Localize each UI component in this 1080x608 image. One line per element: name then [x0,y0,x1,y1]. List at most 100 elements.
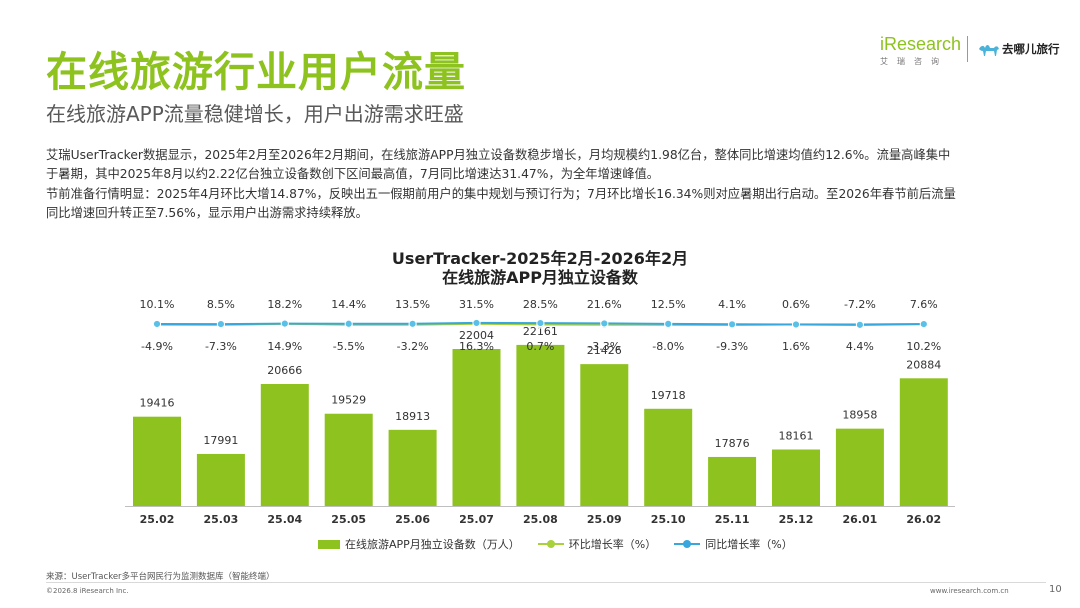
summary-paragraph-1-line-2: 于暑期，其中2025年8月以约2.22亿台独立设备数创下区间最高值，7月同比增速… [46,167,660,181]
x-tick-label-26.01: 26.01 [843,513,878,526]
yoy-label-25.12: 0.6% [782,298,810,311]
iresearch-logo: iResearch 艾瑞咨询 [880,34,962,72]
bar-value-label-25.11: 17876 [715,437,750,450]
yoy-label-25.04: 18.2% [267,298,302,311]
bar-value-label-25.05: 19529 [331,394,366,407]
yoy-label-25.11: 4.1% [718,298,746,311]
bar-25.03 [196,453,245,506]
yoy-label-25.06: 13.5% [395,298,430,311]
x-tick-label-25.04: 25.04 [267,513,302,526]
bar-25.08 [516,344,565,506]
logo-divider [967,36,968,62]
yoy-label-25.07: 31.5% [459,298,494,311]
summary-paragraph-2-line-2: 同比增速回升转正至7.56%，显示用户出游需求持续释放。 [46,206,368,220]
bar-25.06 [388,429,437,506]
summary-paragraph-1: 艾瑞UserTracker数据显示，2025年2月至2026年2月期间，在线旅游… [46,146,1046,184]
yoy-point-25.04 [280,319,289,328]
mom-label-25.04: 14.9% [267,340,302,353]
legend-label-mom: 环比增长率（%） [568,538,657,551]
x-tick-label-26.02: 26.02 [906,513,941,526]
copyright: ©2026.8 iResearch Inc. [46,587,129,595]
legend-label-yoy: 同比增长率（%） [705,538,793,551]
summary-paragraph-1-line-1: 艾瑞UserTracker数据显示，2025年2月至2026年2月期间，在线旅游… [46,148,951,162]
summary-paragraph-2: 节前准备行情明显：2025年4月环比大增14.87%，反映出五一假期前用户的集中… [46,185,1046,223]
yoy-point-25.05 [344,319,353,328]
website-link[interactable]: www.iresearch.com.cn [930,587,1009,595]
yoy-point-25.03 [216,319,225,329]
mom-label-25.11: -9.3% [716,340,748,353]
bar-25.12 [772,449,820,506]
bar-value-label-25.06: 18913 [395,410,430,423]
yoy-label-25.09: 21.6% [587,298,622,311]
mom-label-26.02: 10.2% [906,340,941,353]
mom-label-25.12: 1.6% [782,340,810,353]
bar-value-label-25.12: 18161 [779,429,814,442]
iresearch-logo-subtext: 艾瑞咨询 [880,57,948,66]
mom-label-25.06: -3.2% [397,340,429,353]
mom-label-25.05: -5.5% [333,340,365,353]
page-title: 在线旅游行业用户流量 [46,48,466,96]
x-tick-label-25.12: 25.12 [779,513,814,526]
yoy-point-25.06 [408,319,417,328]
mom-label-25.02: -4.9% [141,340,173,353]
x-tick-label-25.07: 25.07 [459,513,494,526]
bar-value-label-25.04: 20666 [267,364,302,377]
bar-25.09 [580,364,629,506]
legend-item-yoy: 同比增长率（%） [674,536,793,552]
legend-swatch-mom [537,539,564,549]
legend-item-devices: 在线旅游APP月独立设备数（万人） [318,536,520,552]
yoy-label-25.05: 14.4% [331,298,366,311]
bar-25.07 [452,349,501,506]
bar-value-label-25.09: 21426 [587,344,622,357]
yoy-point-25.07 [472,318,481,328]
iresearch-logo-text: iResearch [880,34,962,54]
yoy-point-25.09 [600,319,609,328]
yoy-point-25.11 [728,320,737,329]
bar-26.01 [835,428,884,506]
yoy-label-26.01: -7.2% [844,298,876,311]
x-tick-label-25.02: 25.02 [140,513,175,526]
x-tick-label-25.11: 25.11 [715,513,750,526]
mom-label-25.09: -3.3% [588,340,620,353]
page-subtitle: 在线旅游APP流量稳健增长，用户出游需求旺盛 [46,102,464,126]
source-note: 来源：UserTracker多平台网民行为监测数据库（智能终端） [46,572,275,582]
mom-label-25.03: -7.3% [205,340,237,353]
bar-value-label-25.03: 17991 [203,434,238,447]
yoy-point-25.12 [791,320,801,329]
x-tick-label-25.09: 25.09 [587,513,622,526]
yoy-point-26.01 [855,320,865,329]
bar-25.04 [260,384,309,506]
legend-swatch-bar [318,539,340,549]
yoy-label-26.02: 7.6% [910,298,938,311]
bar-25.02 [133,416,181,506]
x-tick-label-25.03: 25.03 [204,513,239,526]
bar-value-label-26.01: 18958 [842,409,877,422]
yoy-label-25.03: 8.5% [207,298,235,311]
yoy-label-25.02: 10.1% [140,298,175,311]
x-tick-label-25.08: 25.08 [523,513,558,526]
summary-paragraph-2-line-1: 节前准备行情明显：2025年4月环比大增14.87%，反映出五一假期前用户的集中… [46,187,956,201]
yoy-label-25.10: 12.5% [651,298,686,311]
bar-value-label-25.02: 19416 [140,397,175,410]
x-tick-label-25.05: 25.05 [331,513,366,526]
legend-label-devices: 在线旅游APP月独立设备数（万人） [345,538,520,551]
yoy-point-25.02 [152,319,162,329]
legend-item-mom: 环比增长率（%） [537,536,657,552]
bar-value-label-25.08: 22161 [523,325,558,338]
bar-25.05 [324,413,373,506]
bar-25.10 [644,408,693,506]
bar-value-label-25.07: 22004 [459,329,494,342]
x-tick-label-25.06: 25.06 [395,513,430,526]
bar-value-label-26.02: 20884 [906,358,941,371]
mom-label-25.07: 16.3% [459,340,494,353]
page-number: 10 [1049,584,1062,595]
qunar-logo-text: 去哪儿旅行 [1002,42,1060,56]
chart-title-line-1: UserTracker-2025年2月-2026年2月 [391,249,689,268]
chart-title-line-2: 在线旅游APP月独立设备数 [442,268,638,287]
qunar-logo: 去哪儿旅行 [978,38,1060,60]
bar-26.02 [899,378,948,506]
bar-25.11 [708,456,757,506]
footer-divider [46,582,1046,583]
legend-swatch-yoy [674,539,701,549]
